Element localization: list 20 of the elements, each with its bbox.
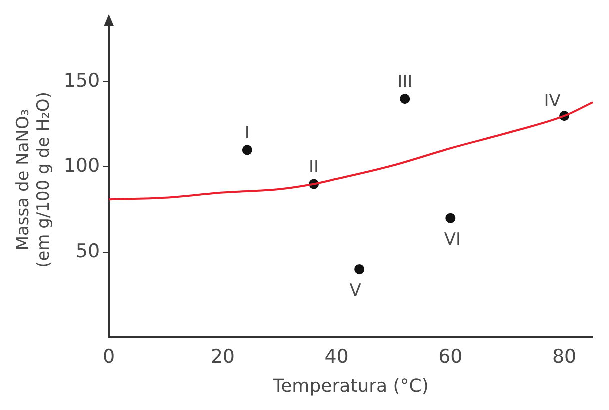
x-tick-label: 20 (210, 346, 236, 368)
x-tick-label: 40 (324, 346, 349, 368)
point (400, 94, 410, 104)
annotation: II (309, 158, 320, 178)
annotation: VI (444, 230, 461, 250)
x-tick-label: 60 (438, 346, 463, 368)
y-axis-title: Massa de NaNO₃ (em g/100 g de H₂O) (14, 92, 54, 268)
point (446, 213, 456, 224)
point (354, 264, 365, 274)
y-tick-label: 50 (76, 240, 100, 262)
x-tick-label: 0 (103, 346, 116, 368)
x-tick-label: 80 (552, 346, 577, 368)
x-axis-title: Temperatura (°C) (272, 376, 429, 397)
annotation: I (244, 124, 250, 144)
annotation: V (350, 280, 362, 301)
annotation: III (398, 72, 413, 92)
y-tick-label: 150 (64, 70, 100, 92)
annotation: IV (544, 92, 562, 112)
y-tick-label: 100 (64, 155, 100, 178)
point (242, 145, 252, 156)
